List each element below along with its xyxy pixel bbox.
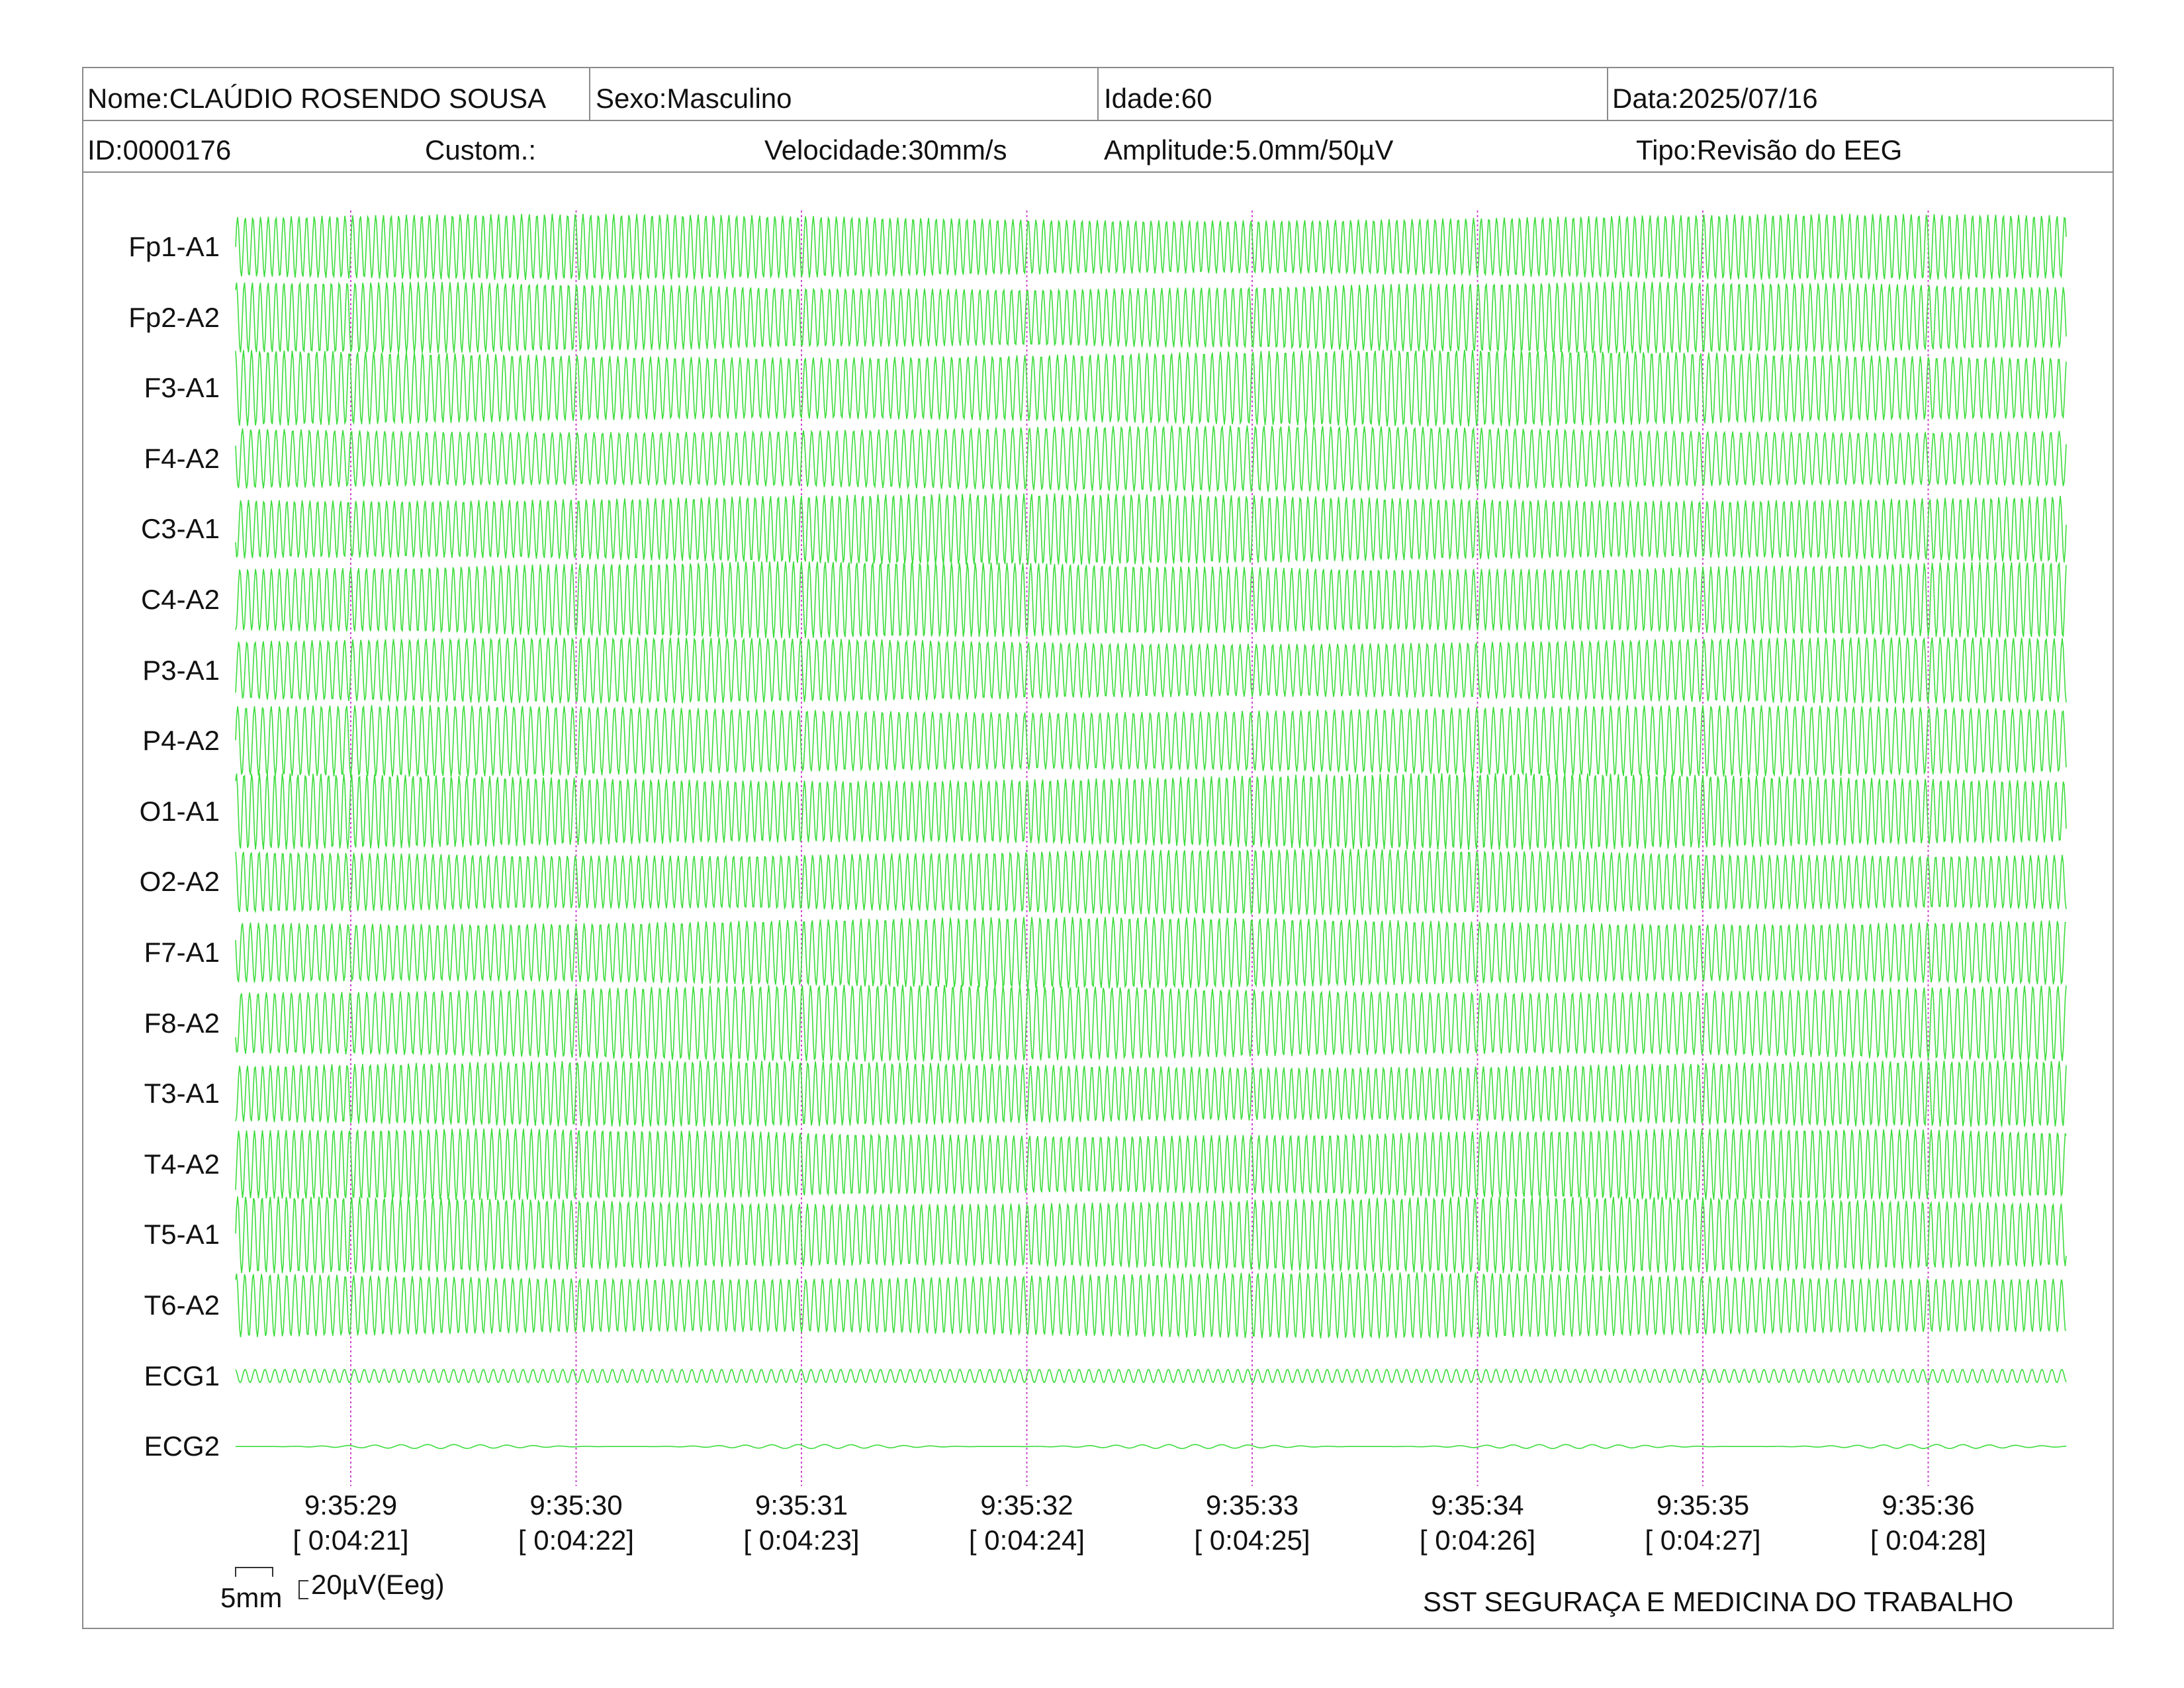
amplitude-label: Amplitude: (1104, 134, 1236, 165)
channel-trace (235, 281, 2067, 353)
patient-name-label: Nome: (87, 83, 169, 114)
channel-trace (235, 1128, 2067, 1200)
channel-trace (235, 493, 2067, 565)
header-cell-divider (589, 67, 590, 120)
clock-time-label: 9:35:35 (1656, 1489, 1750, 1521)
date-label: Data: (1612, 83, 1679, 114)
sex-field: Sexo:Masculino (596, 85, 792, 113)
amplitude-value: 5.0mm/50µV (1235, 134, 1394, 165)
clinic-brand: SST SEGURAÇA E MEDICINA DO TRABALHO (1423, 1586, 2014, 1617)
exam-type-value: Revisão do EEG (1696, 134, 1903, 165)
patient-id-field: ID:0000176 (87, 136, 231, 164)
channel-trace (235, 424, 2067, 492)
time-label: 9:35:36[ 0:04:28] (1829, 1488, 2028, 1558)
channel-trace (235, 705, 2067, 777)
channel-label: T5-A1 (144, 1219, 220, 1250)
elapsed-time-label: [ 0:04:22] (518, 1524, 635, 1556)
channel-label: O1-A1 (139, 795, 220, 827)
channel-trace (235, 1368, 2067, 1383)
channel-trace (235, 1196, 2067, 1274)
clock-time-label: 9:35:30 (529, 1489, 623, 1521)
header-divider (82, 120, 2114, 121)
date-field: Data:2025/07/16 (1612, 85, 1818, 113)
exam-type-label: Tipo: (1636, 134, 1697, 165)
custom-label: Custom.: (425, 134, 537, 165)
time-label: 9:35:31[ 0:04:23] (702, 1488, 901, 1558)
elapsed-time-label: [ 0:04:27] (1645, 1524, 1761, 1556)
channel-trace (235, 636, 2067, 704)
date-value: 2025/07/16 (1678, 83, 1818, 114)
channel-trace (235, 849, 2067, 915)
sex-value: Masculino (666, 83, 792, 114)
sex-label: Sexo: (596, 83, 667, 114)
time-label: 9:35:32[ 0:04:24] (928, 1488, 1126, 1558)
clock-time-label: 9:35:33 (1205, 1489, 1299, 1521)
channel-label: F7-A1 (144, 937, 220, 968)
header-cell-divider (1607, 67, 1608, 120)
speed-label: Velocidade: (764, 134, 909, 165)
patient-name-field: Nome:CLAÚDIO ROSENDO SOUSA (87, 85, 546, 113)
channel-trace (235, 917, 2067, 989)
channel-label: P4-A2 (142, 725, 220, 757)
channel-label: T6-A2 (144, 1289, 220, 1321)
channel-trace (235, 984, 2067, 1062)
age-field: Idade:60 (1104, 85, 1212, 113)
channel-label: ECG2 (144, 1430, 220, 1462)
time-label: 9:35:34[ 0:04:26] (1379, 1488, 1577, 1558)
channel-label: F8-A2 (144, 1007, 220, 1039)
speed-field: Velocidade:30mm/s (764, 136, 1007, 164)
elapsed-time-label: [ 0:04:23] (743, 1524, 860, 1556)
elapsed-time-label: [ 0:04:28] (1870, 1524, 1987, 1556)
patient-id-value: 0000176 (122, 134, 232, 165)
channel-label: Fp1-A1 (128, 231, 220, 262)
amplitude-calibration-bracket (298, 1580, 308, 1599)
channel-label: T4-A2 (144, 1148, 220, 1180)
channel-label: O2-A2 (139, 866, 220, 898)
channel-trace (235, 350, 2067, 427)
elapsed-time-label: [ 0:04:21] (293, 1524, 409, 1556)
header-cell-divider (1097, 67, 1099, 120)
time-label: 9:35:33[ 0:04:25] (1153, 1488, 1351, 1558)
clock-time-label: 9:35:36 (1882, 1489, 1975, 1521)
clock-time-label: 9:35:29 (304, 1489, 398, 1521)
channel-trace (235, 561, 2067, 638)
patient-name-value: CLAÚDIO ROSENDO SOUSA (169, 83, 547, 114)
clock-time-label: 9:35:31 (754, 1489, 848, 1521)
amplitude-field: Amplitude:5.0mm/50µV (1104, 136, 1393, 164)
channel-label: F4-A2 (144, 442, 220, 474)
time-label: 9:35:29[ 0:04:21] (251, 1488, 450, 1558)
channel-label: T3-A1 (144, 1078, 220, 1109)
clock-time-label: 9:35:32 (980, 1489, 1073, 1521)
channel-label: ECG1 (144, 1360, 220, 1391)
channel-trace (235, 1272, 2067, 1339)
patient-id-label: ID: (87, 134, 123, 165)
header-divider (82, 171, 2114, 173)
amplitude-calibration-label: 20µV(Eeg) (311, 1569, 445, 1600)
time-label: 9:35:30[ 0:04:22] (477, 1488, 676, 1558)
elapsed-time-label: [ 0:04:26] (1419, 1524, 1536, 1556)
age-value: 60 (1181, 83, 1212, 114)
channel-trace (236, 1444, 2067, 1450)
channel-label: P3-A1 (142, 654, 220, 686)
channel-trace (235, 1060, 2067, 1127)
channel-trace (235, 773, 2067, 850)
channel-label: F3-A1 (144, 372, 220, 404)
channel-label: Fp2-A2 (128, 301, 220, 333)
time-label: 9:35:35[ 0:04:27] (1604, 1488, 1802, 1558)
speed-value: 30mm/s (908, 134, 1007, 165)
exam-type-field: Tipo:Revisão do EEG (1636, 136, 1902, 164)
time-calibration-label: 5mm (220, 1582, 283, 1613)
channel-trace (235, 213, 2067, 280)
custom-field: Custom.: (425, 136, 536, 164)
channel-label: C4-A2 (140, 584, 220, 615)
elapsed-time-label: [ 0:04:25] (1194, 1524, 1310, 1556)
clock-time-label: 9:35:34 (1431, 1489, 1524, 1521)
channel-label: C3-A1 (140, 513, 220, 545)
elapsed-time-label: [ 0:04:24] (968, 1524, 1085, 1556)
time-calibration-bracket (235, 1567, 273, 1577)
age-label: Idade: (1104, 83, 1181, 114)
